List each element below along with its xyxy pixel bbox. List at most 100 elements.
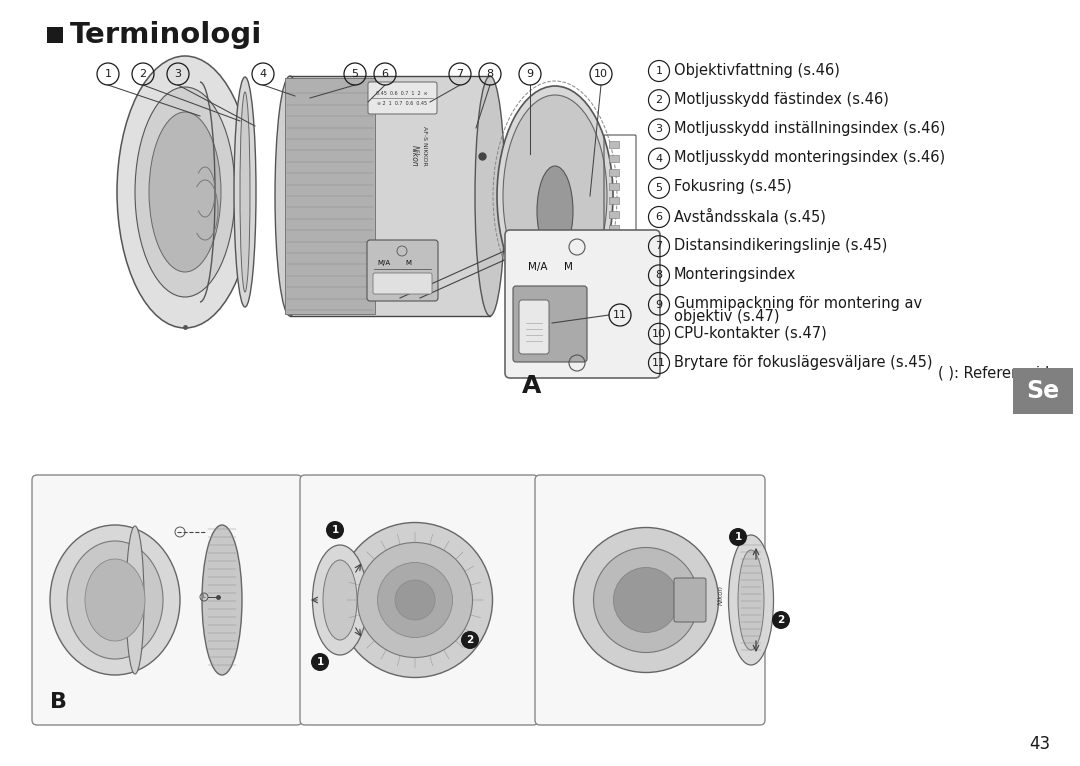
Text: M/A: M/A: [377, 260, 391, 266]
Text: 8: 8: [486, 69, 494, 79]
Ellipse shape: [50, 525, 180, 675]
Circle shape: [772, 611, 789, 629]
Ellipse shape: [312, 545, 367, 655]
Ellipse shape: [537, 166, 573, 256]
Text: 1: 1: [332, 525, 339, 535]
Text: 2: 2: [467, 635, 474, 645]
Text: 5: 5: [656, 183, 662, 193]
Bar: [48, 27, 63, 43]
Text: Motljusskydd monteringsindex (s.46): Motljusskydd monteringsindex (s.46): [674, 150, 945, 165]
Text: Brytare för fokuslägesväljare (s.45): Brytare för fokuslägesväljare (s.45): [674, 355, 932, 369]
Ellipse shape: [613, 568, 678, 633]
Text: 10: 10: [652, 329, 666, 339]
Text: 2: 2: [139, 69, 147, 79]
Bar: [609, 211, 619, 218]
Ellipse shape: [573, 528, 718, 673]
FancyBboxPatch shape: [367, 240, 438, 301]
Text: Motljusskydd fästindex (s.46): Motljusskydd fästindex (s.46): [674, 92, 889, 106]
Text: 8: 8: [656, 270, 662, 280]
Ellipse shape: [594, 548, 699, 653]
Text: 2: 2: [656, 95, 662, 105]
Text: Nikon: Nikon: [718, 585, 724, 605]
Ellipse shape: [149, 112, 221, 272]
Text: 3: 3: [656, 124, 662, 134]
Text: 43: 43: [1029, 735, 1051, 753]
Text: Gummipackning för montering av: Gummipackning för montering av: [674, 296, 922, 311]
Text: 11: 11: [652, 358, 666, 368]
Text: 0.45  0.6  0.7  1  2  ∞: 0.45 0.6 0.7 1 2 ∞: [376, 91, 428, 97]
Bar: [609, 225, 619, 232]
Bar: [609, 141, 619, 148]
Text: Se: Se: [1026, 379, 1059, 403]
Text: 9: 9: [656, 300, 662, 309]
Text: CPU-kontakter (s.47): CPU-kontakter (s.47): [674, 326, 827, 340]
Bar: [1013, 368, 1074, 414]
Text: M: M: [405, 260, 411, 266]
Bar: [609, 183, 619, 190]
Ellipse shape: [85, 559, 145, 641]
Bar: [609, 239, 619, 246]
FancyBboxPatch shape: [368, 82, 437, 114]
Text: 1: 1: [656, 66, 662, 76]
FancyBboxPatch shape: [513, 286, 588, 362]
Text: 1: 1: [105, 69, 111, 79]
Ellipse shape: [117, 56, 253, 328]
Ellipse shape: [738, 550, 764, 650]
Ellipse shape: [126, 526, 144, 674]
Text: 1: 1: [734, 532, 742, 542]
Text: 7: 7: [457, 69, 463, 79]
Text: objektiv (s.47): objektiv (s.47): [674, 309, 780, 324]
Ellipse shape: [395, 580, 435, 620]
Ellipse shape: [275, 76, 305, 316]
Text: B: B: [51, 692, 67, 712]
Text: Motljusskydd inställningsindex (s.46): Motljusskydd inställningsindex (s.46): [674, 121, 945, 136]
Text: 6: 6: [656, 212, 662, 222]
Ellipse shape: [202, 525, 242, 675]
Text: ∞ 2  1  0.7  0.6  0.45: ∞ 2 1 0.7 0.6 0.45: [377, 101, 427, 106]
Text: 4: 4: [656, 154, 662, 164]
Text: Avståndsskala (s.45): Avståndsskala (s.45): [674, 208, 826, 224]
Text: Monteringsindex: Monteringsindex: [674, 267, 796, 282]
Ellipse shape: [378, 562, 453, 637]
Bar: [609, 169, 619, 176]
Text: Distansindikeringslinje (s.45): Distansindikeringslinje (s.45): [674, 237, 888, 253]
Circle shape: [461, 631, 480, 649]
Text: Nikon: Nikon: [410, 145, 419, 167]
FancyBboxPatch shape: [519, 300, 549, 354]
Ellipse shape: [729, 535, 773, 665]
FancyBboxPatch shape: [373, 273, 432, 294]
FancyBboxPatch shape: [674, 578, 706, 622]
Text: 4: 4: [259, 69, 267, 79]
Ellipse shape: [357, 542, 473, 657]
Text: Terminologi: Terminologi: [70, 21, 262, 49]
Circle shape: [326, 521, 345, 539]
FancyBboxPatch shape: [32, 475, 302, 725]
Bar: [291, 76, 490, 316]
Text: A: A: [523, 374, 542, 398]
Text: 7: 7: [656, 241, 662, 251]
Ellipse shape: [67, 541, 163, 659]
Bar: [609, 155, 619, 162]
Circle shape: [729, 528, 747, 546]
Text: 11: 11: [613, 310, 627, 320]
Text: M: M: [564, 262, 572, 272]
Circle shape: [311, 653, 329, 671]
Text: 1: 1: [316, 657, 324, 667]
Text: 5: 5: [351, 69, 359, 79]
Text: 9: 9: [526, 69, 534, 79]
Text: 2: 2: [778, 615, 785, 625]
Ellipse shape: [337, 522, 492, 677]
Ellipse shape: [497, 86, 613, 306]
Text: 3: 3: [175, 69, 181, 79]
Bar: [285, 78, 375, 314]
Text: 6: 6: [381, 69, 389, 79]
Ellipse shape: [234, 77, 256, 307]
Ellipse shape: [475, 76, 505, 316]
Text: M/A: M/A: [528, 262, 548, 272]
Ellipse shape: [503, 95, 607, 297]
Ellipse shape: [323, 560, 357, 640]
FancyBboxPatch shape: [300, 475, 538, 725]
Text: Objektivfattning (s.46): Objektivfattning (s.46): [674, 63, 840, 77]
Bar: [609, 197, 619, 204]
Text: Fokusring (s.45): Fokusring (s.45): [674, 179, 792, 195]
